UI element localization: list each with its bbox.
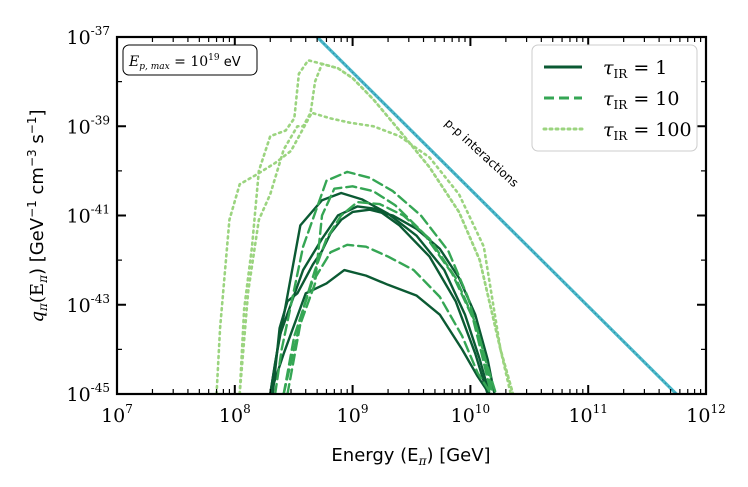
series-line-9 [215,111,513,394]
x-tick-label: 1012 [686,402,725,427]
series-line-1 [269,191,491,394]
x-tick-label: 1011 [568,402,607,427]
y-tick-label: 10-37 [66,24,110,49]
legend: τIR = 1 τIR = 10 τIR = 100 [531,44,698,152]
y-tick-label: 10-43 [66,292,110,317]
pp-interactions-line-dotted [316,37,677,394]
y-axis-label: qπ(Eπ) [GeV−1 cm−3 s−1] [25,109,50,322]
x-tick-label: 109 [337,402,369,427]
x-tick-label: 107 [101,402,133,427]
x-tick-label: 1010 [451,402,490,427]
plot-frame [115,35,708,396]
x-tick-label: 108 [219,402,251,427]
legend-entry-tau100: τIR = 100 [603,119,692,143]
series-line-4 [271,208,496,394]
legend-frame [531,44,698,152]
y-tick-label: 10-45 [66,381,110,406]
y-tick-label: 10-41 [66,203,110,228]
y-tick-label: 10-39 [66,113,110,138]
series-line-11 [238,62,515,394]
series-line-8 [286,200,498,394]
annotation-box-frame [122,44,258,76]
series-line-5 [273,170,495,394]
tick-label-layer: 107 108 109 1010 1011 1012 10-37 10-39 10-41 10-4… [66,24,725,427]
x-axis-label: Energy (Eπ) [GeV] [331,445,490,468]
legend-entry-tau1: τIR = 1 [603,57,667,81]
series-line-6 [282,185,493,394]
legend-entry-tau10: τIR = 10 [603,88,679,112]
annotation-box: Ep, max = 1019 eV [122,44,258,76]
series-layer [215,37,678,394]
series-line-3 [269,268,491,394]
series-line-2 [269,205,489,394]
annotation-text: Ep, max = 1019 eV [128,53,241,72]
